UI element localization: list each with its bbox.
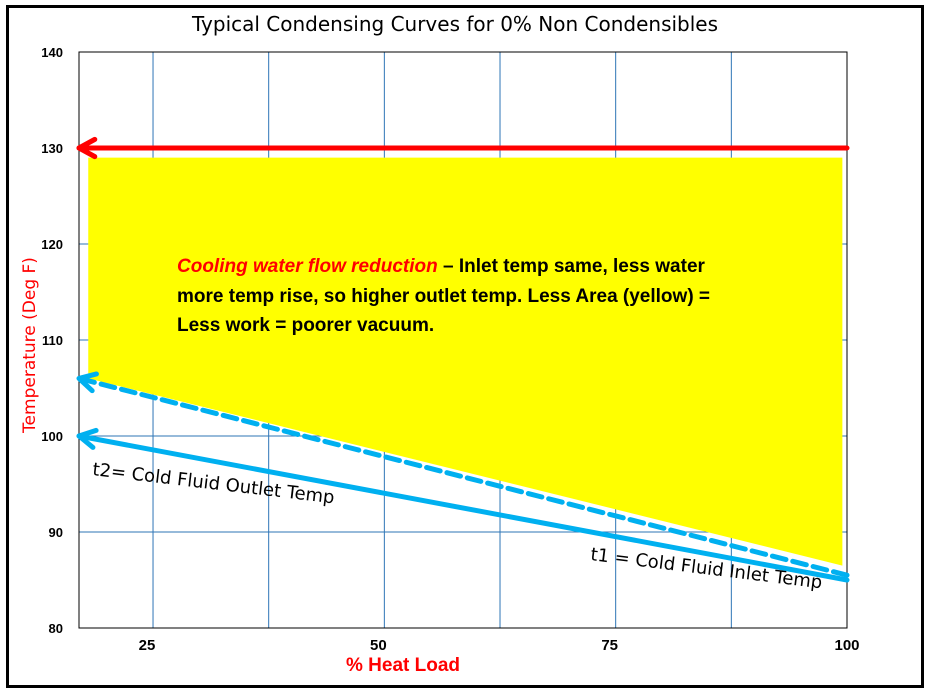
note-line-1-rest: – Inlet temp same, less water [438,256,706,277]
series-line-outlet [76,433,850,583]
series-layer [76,136,850,583]
x-tick-label: 100 [834,637,859,654]
note-line-2: more temp rise, so higher outlet temp. L… [177,286,710,307]
x-tick-label: 25 [139,637,156,654]
y-tick-label: 110 [42,333,63,348]
y-tick-labels: 80 90 100 110 120 130 140 [41,45,63,636]
y-tick-label: 120 [41,237,63,252]
x-tick-label: 75 [601,637,618,654]
x-tick-label: 50 [370,637,387,654]
yellow-area [88,157,843,566]
y-tick-label: 90 [49,525,63,540]
y-tick-label: 80 [49,621,63,636]
arrowhead-condensing [76,136,98,160]
y-tick-label: 100 [41,429,63,444]
arrowhead-reduced_outlet [76,371,99,394]
y-axis-label: Temperature (Deg F) [20,257,40,434]
x-tick-labels: 25 50 75 100 [139,637,860,654]
y-tick-label: 140 [41,45,63,60]
chart-title: Typical Condensing Curves for 0% Non Con… [191,12,718,36]
x-axis-label: % Heat Load [346,655,460,676]
plot-area-border [78,51,848,629]
arrowhead-outlet [76,427,99,450]
note-line-1: Cooling water flow reduction – Inlet tem… [177,256,706,277]
note-line-3: Less work = poorer vacuum. [177,315,434,336]
fill-layer [88,157,843,566]
t2-label: t2= Cold Fluid Outlet Temp [91,459,335,508]
note-highlight: Cooling water flow reduction [177,256,438,277]
series-line-reduced_outlet [76,375,850,578]
y-tick-label: 130 [41,141,63,156]
